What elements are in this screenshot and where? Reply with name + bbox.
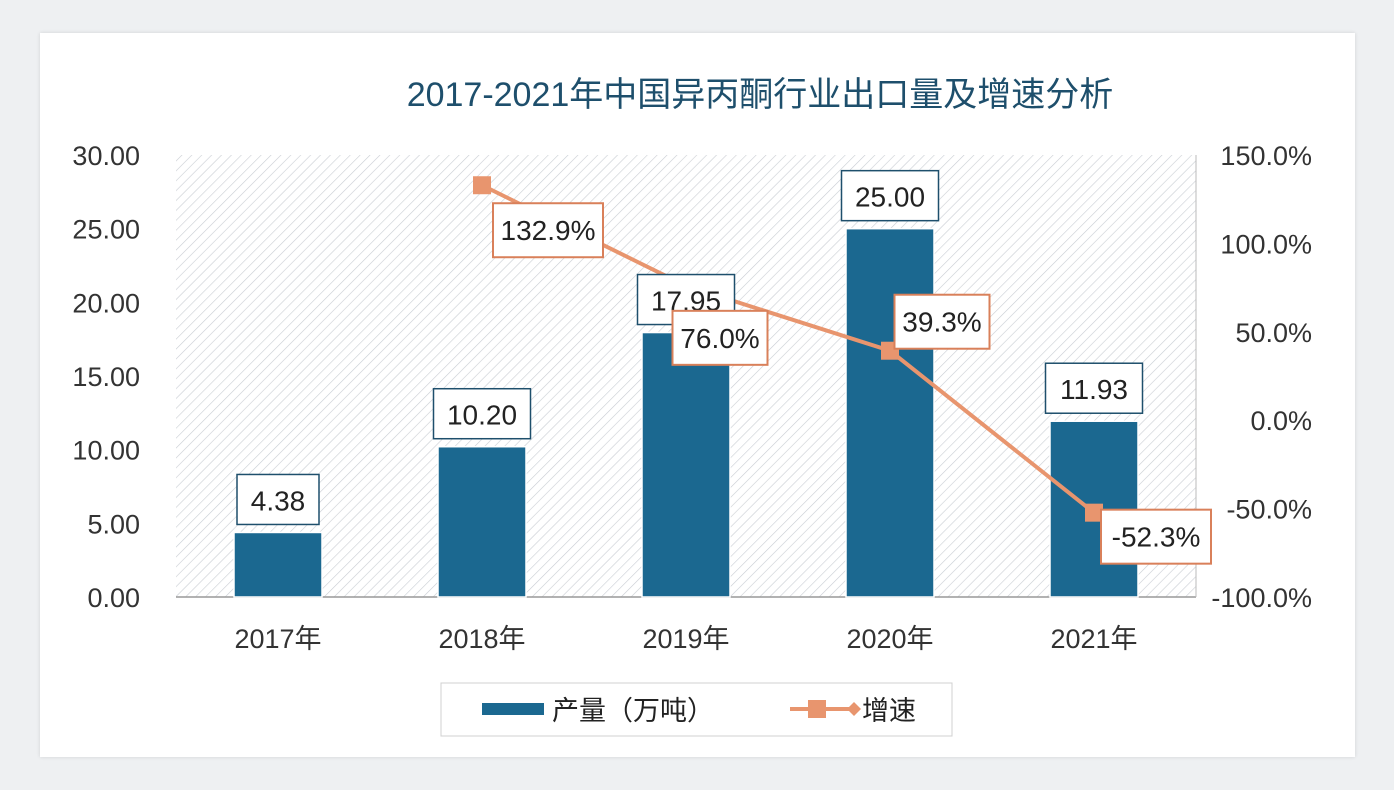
legend-line-marker bbox=[808, 700, 826, 718]
right-tick-label: 100.0% bbox=[1220, 229, 1312, 259]
x-tick-label: 2020年 bbox=[846, 624, 933, 654]
growth-marker bbox=[473, 176, 491, 195]
right-tick-label: 0.0% bbox=[1250, 406, 1312, 436]
x-tick-label: 2018年 bbox=[438, 624, 525, 654]
bar bbox=[437, 445, 527, 598]
right-tick-label: -50.0% bbox=[1226, 495, 1312, 525]
growth-data-label: -52.3% bbox=[1112, 522, 1201, 553]
left-tick-label: 5.00 bbox=[87, 509, 140, 539]
left-tick-label: 15.00 bbox=[72, 362, 140, 392]
bar-data-label: 4.38 bbox=[251, 485, 306, 516]
bar bbox=[233, 531, 323, 598]
growth-label-box bbox=[1100, 508, 1212, 565]
right-tick-label: 150.0% bbox=[1220, 141, 1312, 171]
legend: 产量（万吨） 增速 bbox=[440, 682, 953, 737]
bar-label-box bbox=[432, 387, 532, 440]
growth-label-box bbox=[671, 309, 769, 366]
bar bbox=[845, 227, 935, 598]
growth-marker bbox=[1085, 503, 1103, 522]
bar-data-label: 25.00 bbox=[855, 182, 925, 213]
left-tick-label: 25.00 bbox=[72, 215, 140, 245]
left-tick-label: 20.00 bbox=[72, 288, 140, 318]
legend-bar-swatch bbox=[482, 703, 544, 715]
growth-data-label: 39.3% bbox=[902, 307, 981, 338]
right-tick-label: -100.0% bbox=[1211, 583, 1312, 613]
bar bbox=[641, 331, 731, 598]
bar-label-box bbox=[236, 473, 320, 526]
bar-label-box bbox=[1044, 362, 1144, 414]
bar-data-label: 10.20 bbox=[447, 400, 517, 431]
x-tick-label: 2019年 bbox=[642, 624, 729, 654]
legend-line-label: 增速 bbox=[862, 696, 916, 726]
left-tick-label: 10.00 bbox=[72, 436, 140, 466]
growth-label-box bbox=[893, 293, 991, 350]
growth-data-label: 132.9% bbox=[501, 215, 596, 246]
left-tick-label: 0.00 bbox=[87, 583, 140, 613]
right-tick-label: 50.0% bbox=[1235, 318, 1312, 348]
legend-bar-label: 产量（万吨） bbox=[552, 696, 714, 726]
growth-data-label: 76.0% bbox=[680, 323, 759, 354]
x-tick-label: 2021年 bbox=[1050, 624, 1137, 654]
bar-label-box bbox=[840, 169, 940, 222]
growth-label-box bbox=[492, 202, 604, 259]
x-tick-label: 2017年 bbox=[234, 624, 321, 654]
chart-title: 2017-2021年中国异丙酮行业出口量及增速分析 bbox=[407, 76, 1114, 114]
left-tick-label: 30.00 bbox=[72, 141, 140, 171]
bar-data-label: 11.93 bbox=[1060, 374, 1128, 405]
